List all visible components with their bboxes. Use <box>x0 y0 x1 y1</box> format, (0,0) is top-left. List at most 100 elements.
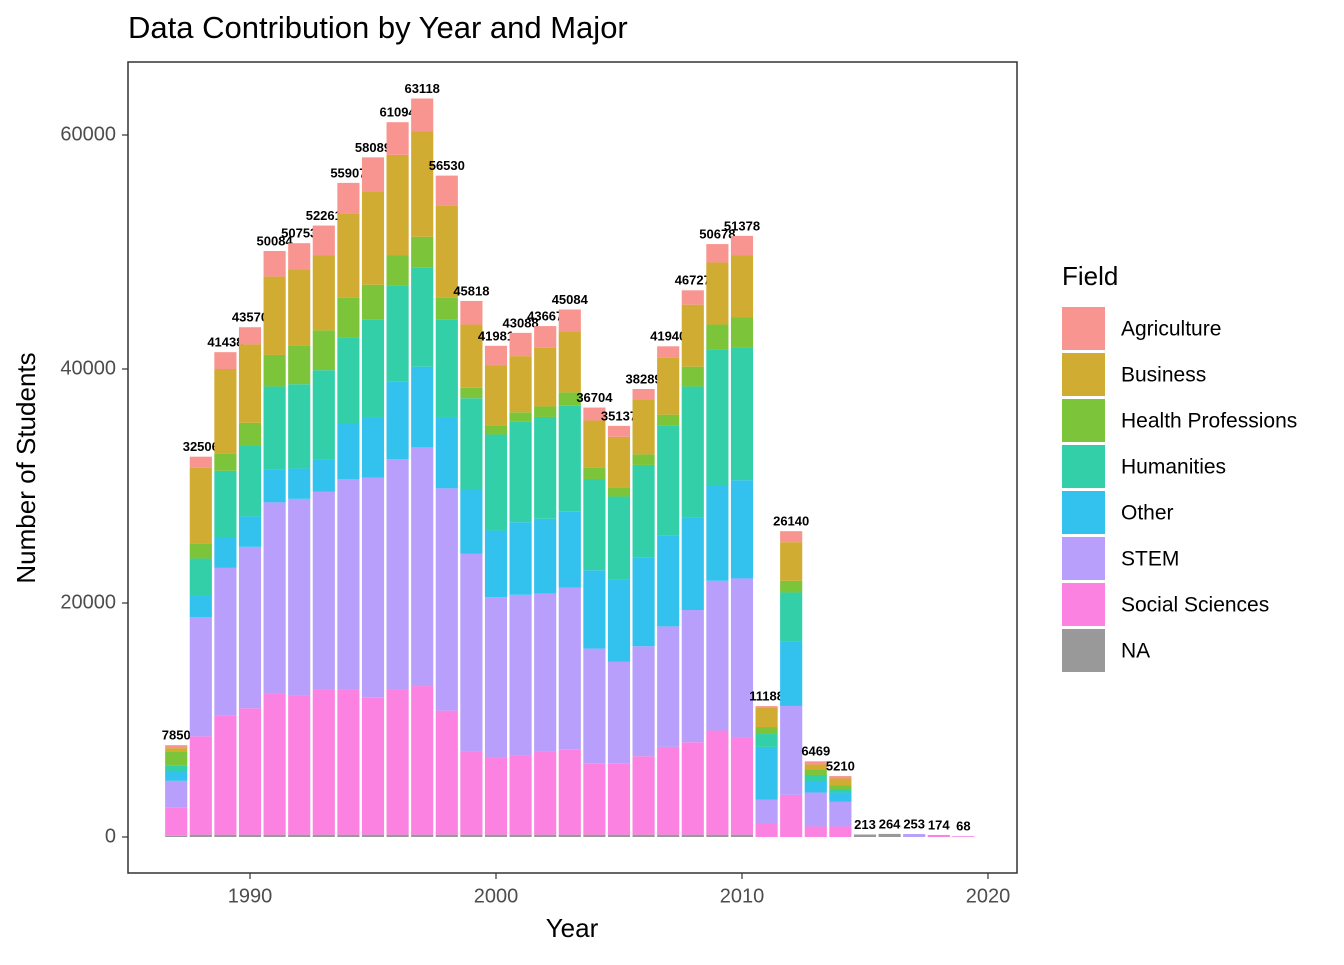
bar-segment <box>780 531 803 543</box>
total-label: 56530 <box>429 158 465 173</box>
bar-segment <box>804 769 827 775</box>
bar-segment <box>829 789 852 793</box>
bar-segment <box>337 182 360 214</box>
bar-segment <box>288 243 311 270</box>
bar-segment <box>386 285 409 382</box>
total-label: 26140 <box>773 514 809 529</box>
bar-segment <box>263 693 286 835</box>
bar-segment <box>509 421 532 523</box>
bar-segment <box>411 447 434 687</box>
bar-segment <box>189 617 212 737</box>
total-label: 46727 <box>675 273 711 288</box>
bar-segment <box>755 706 778 708</box>
bar-segment <box>657 834 680 837</box>
bar-segment <box>435 319 458 417</box>
bar-segment <box>780 641 803 706</box>
bar-segment <box>755 746 778 800</box>
bar-segment <box>632 464 655 558</box>
bar-segment <box>214 537 237 568</box>
bar-segment <box>411 267 434 367</box>
total-label: 174 <box>928 817 950 832</box>
bar-segment <box>632 834 655 837</box>
bar-segment <box>435 488 458 711</box>
bar-segment <box>706 730 729 835</box>
legend-label: Agriculture <box>1121 318 1221 341</box>
bar-segment <box>263 251 286 277</box>
bar-segment <box>165 780 188 808</box>
bar-segment <box>657 346 680 358</box>
legend-key <box>1062 583 1105 626</box>
bar-segment <box>607 763 631 835</box>
total-label: 35137 <box>601 408 637 423</box>
bar-segment <box>238 546 262 709</box>
total-label: 43667 <box>527 309 563 324</box>
bar-segment <box>607 425 631 437</box>
bar-segment <box>312 834 335 837</box>
panel-border <box>127 61 1018 874</box>
total-label: 32506 <box>183 439 219 454</box>
bar-segment <box>361 697 385 835</box>
bar-segment <box>337 478 360 690</box>
total-label: 41981 <box>478 328 514 343</box>
total-label: 11188 <box>749 689 784 704</box>
bar-segment <box>189 456 212 468</box>
bar-segment <box>583 648 606 764</box>
bar-segment <box>435 834 458 837</box>
bar-segment <box>337 297 360 338</box>
bar-segment <box>484 365 508 426</box>
bar-segment <box>214 470 237 538</box>
bar-segment <box>730 235 754 256</box>
bar-segment <box>509 412 532 422</box>
total-label: 50753 <box>281 226 317 241</box>
bar-segment <box>657 746 680 835</box>
bar-segment <box>509 594 532 756</box>
bar-segment <box>165 765 188 772</box>
bar-segment <box>829 792 852 802</box>
bar-segment <box>657 425 680 536</box>
bar-segment <box>607 487 631 497</box>
bar-segment <box>804 826 827 837</box>
bar-segment <box>460 387 483 399</box>
bar-segment <box>337 423 360 479</box>
total-label: 264 <box>879 816 901 831</box>
bar-segment <box>657 414 680 426</box>
bar-segment <box>263 834 286 837</box>
bar-segment <box>238 834 262 837</box>
bar-segment <box>681 304 704 367</box>
bar-segment <box>361 834 385 837</box>
bar-segment <box>411 834 434 837</box>
bar-segment <box>607 834 631 837</box>
bar-segment <box>730 737 754 835</box>
bar-segment <box>288 498 311 696</box>
bar-segment <box>288 345 311 385</box>
bar-segment <box>681 742 704 835</box>
bar-segment <box>730 578 754 738</box>
total-label: 52261 <box>306 208 342 223</box>
bar-segment <box>165 745 188 749</box>
bar-segment <box>460 300 483 325</box>
bar-segment <box>829 785 852 790</box>
bar-segment <box>411 236 434 268</box>
bar-segment <box>214 352 237 369</box>
total-label: 61094 <box>380 105 417 120</box>
bar-segment <box>337 337 360 424</box>
bar-segment <box>411 366 434 448</box>
bar-segment <box>583 570 606 649</box>
bar-segment <box>829 776 852 779</box>
bar-segment <box>386 689 409 835</box>
bar-segment <box>165 835 188 837</box>
x-axis-label: Year <box>546 913 599 943</box>
bar-segment <box>435 297 458 320</box>
legend-label: NA <box>1121 640 1150 663</box>
bar-segment <box>927 834 950 837</box>
bar-segment <box>681 290 704 305</box>
bar-segment <box>804 782 827 793</box>
bar-segment <box>288 269 311 346</box>
bar-segment <box>435 710 458 835</box>
bar-segment <box>681 834 704 837</box>
bar-segment <box>534 834 557 837</box>
bar-segment <box>386 255 409 286</box>
bar-segment <box>509 755 532 835</box>
bar-segment <box>165 807 188 836</box>
